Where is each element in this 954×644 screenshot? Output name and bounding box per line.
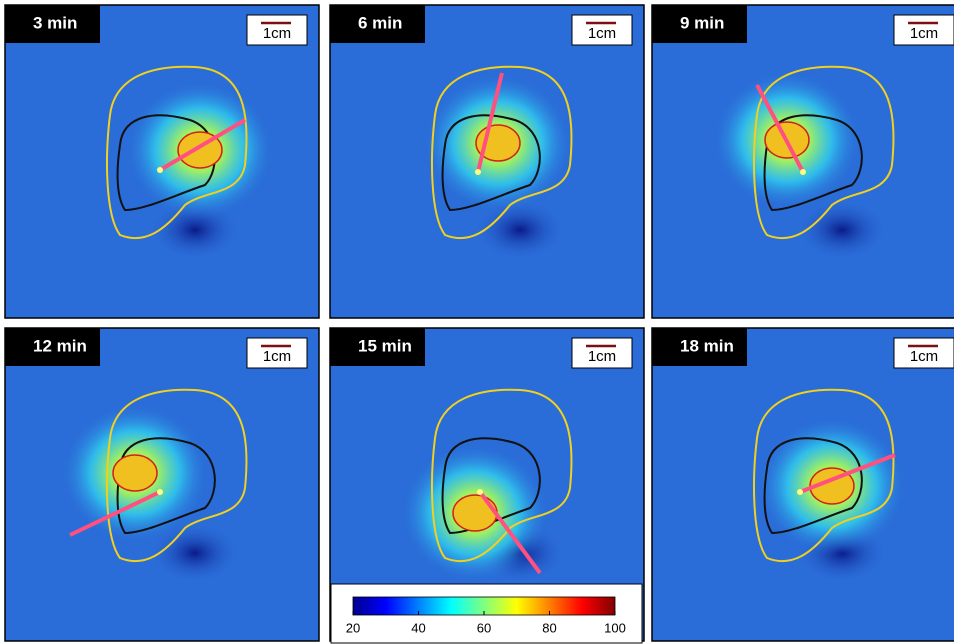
needle-tip [797, 489, 803, 495]
colorbar-tick-label: 60 [477, 620, 491, 635]
ablation-zone [113, 455, 157, 491]
needle-tip [477, 489, 483, 495]
scale-label: 1cm [910, 348, 938, 365]
panel: 12 min 1cm [5, 328, 319, 641]
colorbar-tick-label: 100 [604, 620, 626, 635]
scale-label: 1cm [588, 25, 616, 42]
colorbar-tick-label: 40 [411, 620, 425, 635]
time-label: 3 min [33, 13, 77, 32]
panel: 6 min 1cm [330, 5, 644, 318]
cold-region [797, 200, 887, 260]
scale-label: 1cm [910, 25, 938, 42]
ablation-zone [453, 495, 497, 531]
time-label: 6 min [358, 13, 402, 32]
panel: 18 min 1cm [652, 328, 954, 641]
colorbar-tick-label: 20 [346, 620, 360, 635]
needle-tip [800, 169, 806, 175]
time-label: 9 min [680, 13, 724, 32]
needle-tip [157, 489, 163, 495]
time-label: 15 min [358, 336, 412, 355]
panel: 9 min 1cm [652, 5, 954, 318]
needle-tip [157, 167, 163, 173]
panel: 3 min 1cm [5, 5, 319, 318]
time-label: 12 min [33, 336, 87, 355]
scale-label: 1cm [263, 348, 291, 365]
time-label: 18 min [680, 336, 734, 355]
colorbar-tick-label: 80 [542, 620, 556, 635]
needle-tip [475, 169, 481, 175]
scale-label: 1cm [588, 348, 616, 365]
figure: 3 min 1cm 6 min 1cm 9 min 1cm 12 min 1cm 15 min 1… [0, 0, 954, 644]
scale-label: 1cm [263, 25, 291, 42]
